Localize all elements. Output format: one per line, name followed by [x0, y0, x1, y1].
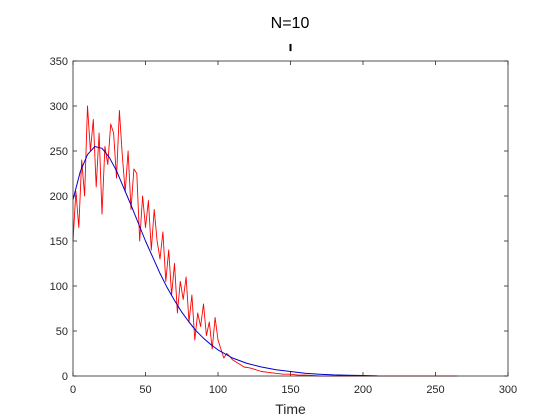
plot-frame	[72, 60, 509, 377]
x-tick-label: 150	[281, 384, 299, 396]
y-tick-label: 350	[50, 56, 68, 68]
y-tick-label: 0	[62, 371, 68, 383]
x-tick-label: 300	[499, 384, 517, 396]
x-axis-ticks: 0 50 100 150 200 250 300	[70, 61, 517, 396]
x-tick-label: 0	[70, 384, 76, 396]
y-tick-label: 250	[50, 146, 68, 158]
chart-title: N=10	[271, 15, 310, 32]
y-tick-label: 100	[50, 281, 68, 293]
y-tick-label: 200	[50, 191, 68, 203]
y-tick-label: 50	[56, 326, 68, 338]
y-axis-ticks: 0 50 100 150 200 250 300 350	[50, 56, 508, 383]
y-tick-label: 300	[50, 101, 68, 113]
x-tick-label: 200	[354, 384, 372, 396]
stochastic-series-line	[72, 105, 458, 377]
deterministic-series-line	[72, 146, 378, 377]
plot-area	[73, 61, 508, 376]
x-tick-label: 250	[426, 384, 444, 396]
x-axis-label: Time	[275, 401, 306, 417]
y-tick-label: 150	[50, 236, 68, 248]
series-group	[72, 105, 458, 377]
x-tick-label: 50	[139, 384, 151, 396]
x-tick-label: 100	[209, 384, 227, 396]
